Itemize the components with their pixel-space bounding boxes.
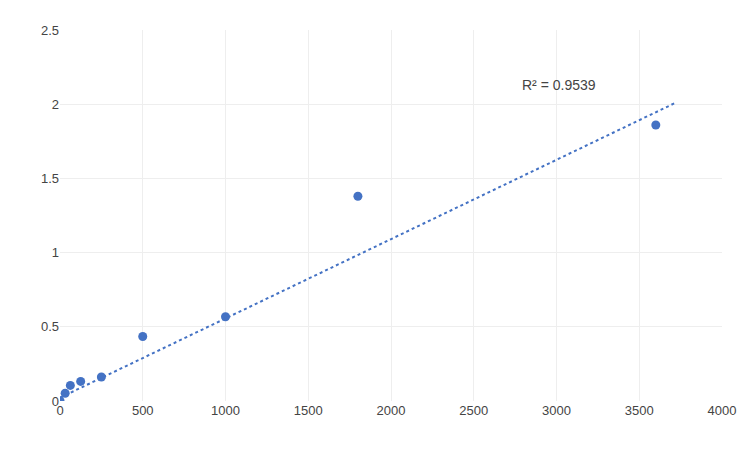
svg-text:1: 1 — [52, 245, 59, 260]
svg-text:2: 2 — [52, 97, 59, 112]
svg-text:3500: 3500 — [625, 403, 654, 418]
svg-text:4000: 4000 — [708, 403, 737, 418]
svg-text:0: 0 — [52, 394, 59, 409]
svg-text:R² = 0.9539: R² = 0.9539 — [522, 77, 596, 93]
svg-text:0: 0 — [56, 403, 63, 418]
svg-text:2.5: 2.5 — [41, 23, 59, 38]
svg-text:1500: 1500 — [294, 403, 323, 418]
svg-text:500: 500 — [132, 403, 154, 418]
svg-text:1000: 1000 — [211, 403, 240, 418]
svg-text:2500: 2500 — [459, 403, 488, 418]
svg-text:3000: 3000 — [542, 403, 571, 418]
svg-text:1.5: 1.5 — [41, 171, 59, 186]
svg-text:2000: 2000 — [377, 403, 406, 418]
svg-text:0.5: 0.5 — [41, 319, 59, 334]
